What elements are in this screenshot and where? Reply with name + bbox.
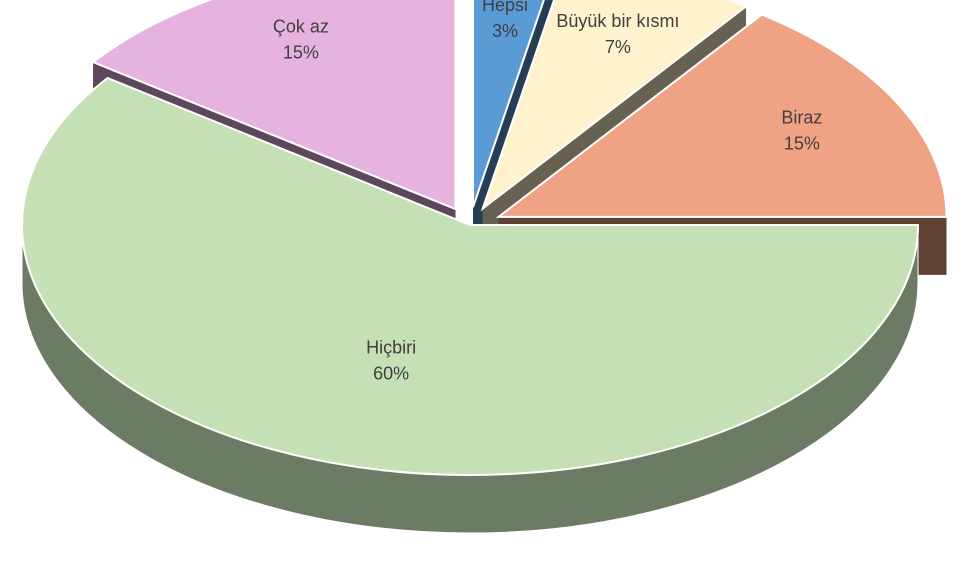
slice xyxy=(472,0,545,208)
slice xyxy=(480,0,749,212)
slice xyxy=(495,13,948,218)
data-label-name: Biraz xyxy=(781,107,822,127)
data-label-value: 7% xyxy=(605,37,631,57)
data-label-name: Hiçbiri xyxy=(366,337,416,357)
data-label-name: Çok az xyxy=(273,17,329,37)
data-label-value: 3% xyxy=(492,21,518,41)
data-label-name: Büyük bir kısmı xyxy=(556,11,679,31)
slice xyxy=(91,0,457,211)
data-label-value: 15% xyxy=(784,133,820,153)
data-label-value: 15% xyxy=(283,43,319,63)
data-label-name: Hepsi xyxy=(482,0,528,15)
slice xyxy=(21,76,920,476)
data-label-value: 60% xyxy=(373,363,409,383)
